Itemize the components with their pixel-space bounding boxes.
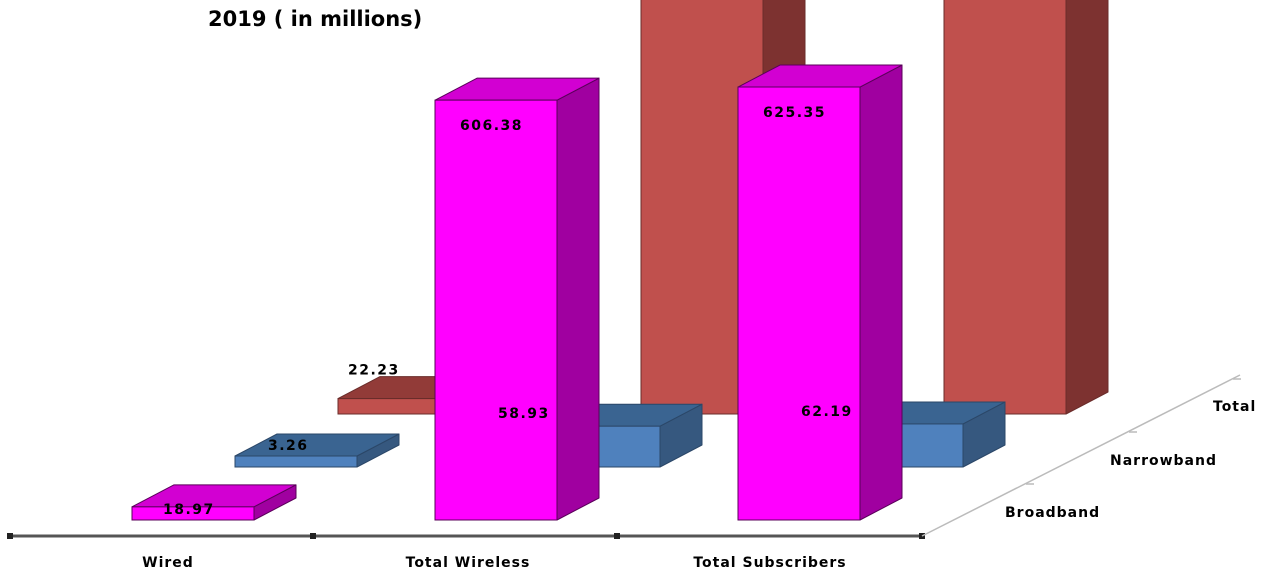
- category-label: Total Wireless: [406, 555, 531, 569]
- x-axis-tick: [614, 533, 620, 539]
- value-label: 18.97: [163, 502, 215, 518]
- bar-broadband-wired: [131, 484, 297, 521]
- category-label: Wired: [142, 555, 194, 569]
- x-axis-tick: [7, 533, 13, 539]
- value-label: 625.35: [763, 105, 826, 121]
- series-label: Total: [1213, 399, 1256, 415]
- series-label: Broadband: [1005, 505, 1100, 521]
- bar-total-total-subscribers: [943, 0, 1109, 415]
- value-labels: 22.23665.31687.543.2658.9362.1918.97606.…: [163, 105, 853, 518]
- category-labels: Wired Total Wireless Total Subscribers: [142, 555, 846, 569]
- category-label: Total Subscribers: [693, 555, 846, 569]
- depth-axis-line: [921, 374, 1241, 537]
- bar-broadband-total-subscribers: [737, 64, 903, 521]
- series-labels: Broadband Narrowband Total: [1005, 399, 1256, 521]
- bar-narrowband-wired: [234, 433, 400, 468]
- value-label: 606.38: [460, 118, 523, 134]
- bar-group: [131, 0, 1109, 521]
- value-label: 58.93: [498, 406, 550, 422]
- series-label: Narrowband: [1110, 453, 1217, 469]
- chart-floor: [7, 374, 1241, 539]
- value-label: 62.19: [801, 404, 853, 420]
- x-axis-tick: [310, 533, 316, 539]
- value-label: 22.23: [348, 363, 400, 379]
- value-label: 3.26: [268, 438, 309, 454]
- chart-title: 2019 ( in millions): [208, 7, 422, 31]
- bar-broadband-total-wireless: [434, 77, 600, 521]
